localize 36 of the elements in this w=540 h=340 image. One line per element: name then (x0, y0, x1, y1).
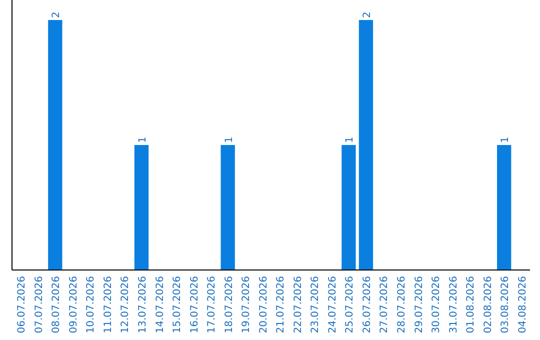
x-tick-label: 27.07.2026 (379, 276, 390, 334)
x-tick-label: 13.07.2026 (138, 276, 148, 334)
x-tick-label: 02.08.2026 (482, 276, 494, 334)
data-label: 1 (138, 136, 148, 143)
data-label: 1 (344, 136, 356, 143)
x-tick-label: 04.08.2026 (517, 276, 528, 334)
x-tick-label: 24.07.2026 (327, 276, 338, 334)
x-tick-label: 16.07.2026 (189, 276, 200, 334)
data-label: 2 (362, 12, 373, 18)
x-tick-label: 15.07.2026 (172, 276, 184, 334)
x-tick-label: 21.07.2026 (276, 276, 287, 334)
x-tick-label: 19.07.2026 (241, 276, 252, 334)
data-label: 2 (51, 12, 62, 18)
x-tick-label: 18.07.2026 (224, 276, 235, 334)
x-tick-label: 22.07.2026 (292, 276, 304, 334)
x-tick-label: 06.07.2026 (16, 276, 28, 334)
x-tick-label: 28.07.2026 (396, 276, 408, 334)
x-tick-label: 08.07.2026 (51, 276, 62, 334)
x-tick-label: 11.07.2026 (102, 276, 114, 334)
data-label: 1 (224, 136, 235, 143)
data-label: 1 (500, 136, 512, 143)
x-tick-label: 12.07.2026 (120, 276, 132, 334)
x-tick-label: 03.08.2026 (500, 276, 512, 334)
x-tick-label: 20.07.2026 (258, 276, 270, 334)
x-tick-label: 01.08.2026 (466, 276, 477, 334)
x-tick-label: 30.07.2026 (431, 276, 442, 334)
x-tick-label: 26.07.2026 (362, 276, 373, 334)
x-tick-label: 29.07.2026 (414, 276, 425, 334)
x-tick-label: 25.07.2026 (344, 276, 356, 334)
x-tick-label: 09.07.2026 (68, 276, 80, 334)
x-tick-label: 23.07.2026 (310, 276, 322, 334)
x-tick-label: 17.07.2026 (206, 276, 218, 334)
x-tick-label: 10.07.2026 (86, 276, 97, 334)
x-tick-label: 31.07.2026 (448, 276, 460, 334)
x-tick-label: 14.07.2026 (154, 276, 166, 334)
x-tick-label: 07.07.2026 (34, 276, 45, 334)
